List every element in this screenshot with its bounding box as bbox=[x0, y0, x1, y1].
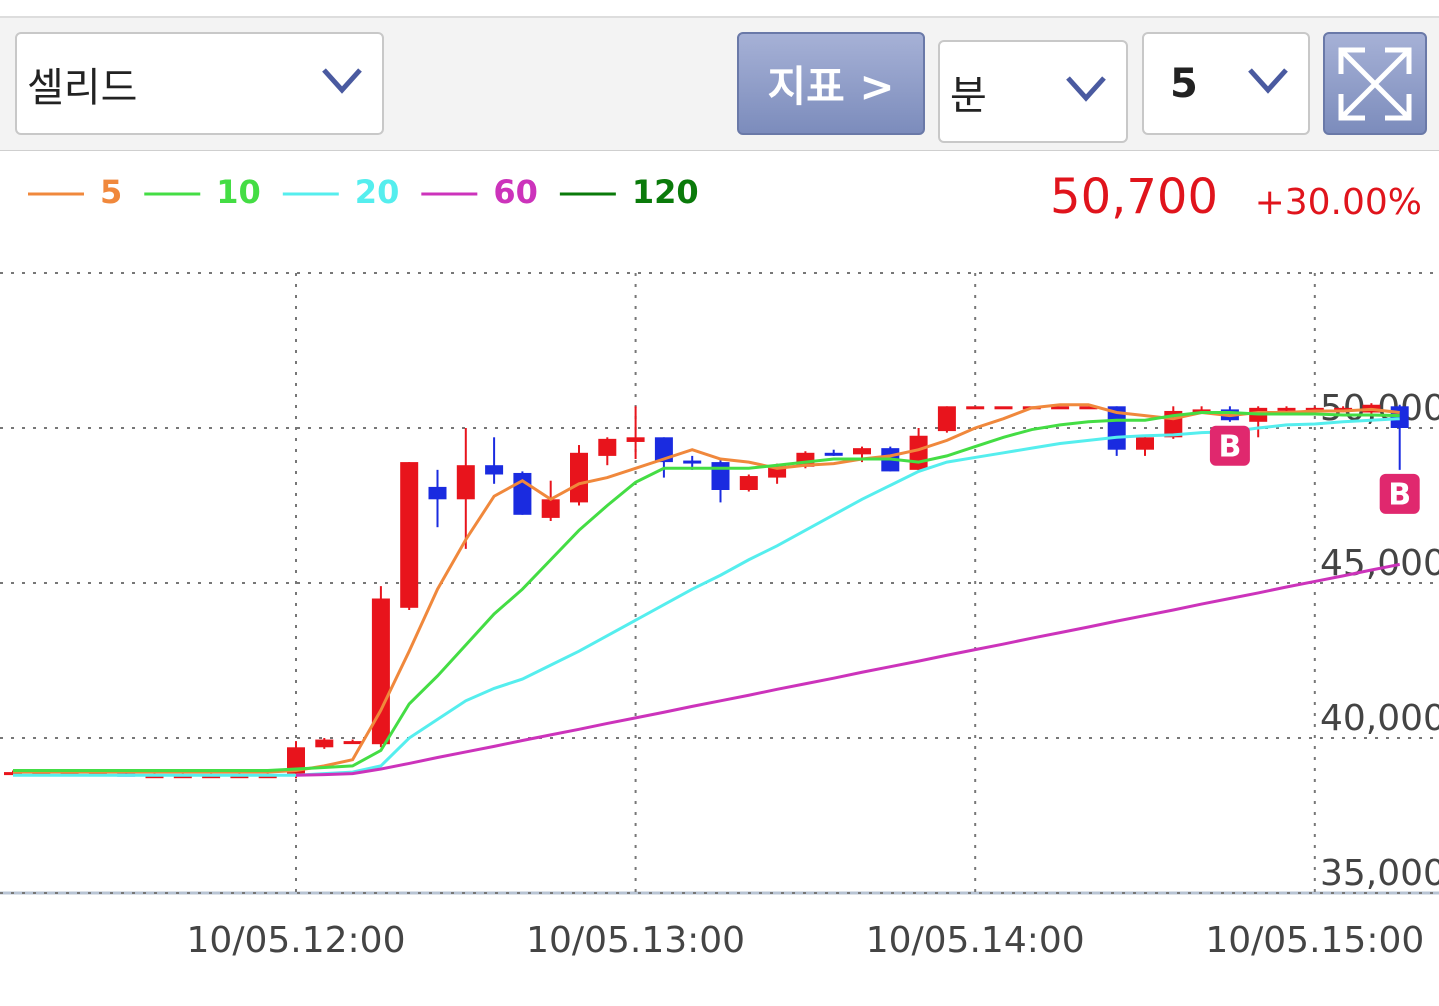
candle-body bbox=[400, 462, 419, 608]
candle-body bbox=[1079, 406, 1098, 410]
legend-label: 20 bbox=[355, 173, 400, 211]
candle-body bbox=[1051, 406, 1070, 410]
signal-badge bbox=[1209, 425, 1250, 466]
candle-body bbox=[1334, 407, 1353, 411]
legend-label: 60 bbox=[493, 173, 538, 211]
expand-button[interactable] bbox=[1323, 32, 1427, 135]
candle-body bbox=[853, 448, 871, 455]
signal-label: B bbox=[1218, 429, 1241, 464]
chart: 50,700 +30.00% 5 10 20 60 12035,00040,00045,… bbox=[0, 169, 1439, 961]
candle-body bbox=[711, 462, 730, 490]
current-price: 50,700 bbox=[1050, 169, 1218, 225]
x-tick-label: 10/05.14:00 bbox=[866, 920, 1085, 961]
interval-label: 5 bbox=[1170, 60, 1198, 107]
unit-select[interactable]: 분 bbox=[938, 40, 1128, 143]
indicator-label: 지표 > bbox=[767, 62, 895, 111]
candle-body bbox=[654, 437, 673, 463]
stock-select[interactable]: 셀리드 bbox=[15, 32, 384, 135]
ma-line bbox=[13, 417, 1400, 777]
chevron bbox=[1248, 68, 1288, 94]
signal-badge bbox=[1379, 473, 1420, 514]
top-strip bbox=[0, 0, 1439, 18]
candle-body bbox=[428, 486, 447, 500]
y-tick-label: 40,000 bbox=[1320, 698, 1439, 739]
candle-body bbox=[626, 437, 645, 442]
ma-line bbox=[13, 411, 1400, 773]
candle-body bbox=[456, 465, 475, 500]
candle-body bbox=[343, 741, 362, 745]
candle-body bbox=[937, 406, 956, 432]
legend-label: 120 bbox=[632, 173, 699, 211]
candle-body bbox=[1390, 406, 1409, 428]
change-rate: +30.00% bbox=[1255, 182, 1422, 223]
stock-name: 셀리드 bbox=[27, 64, 138, 111]
candle-body bbox=[1277, 407, 1296, 411]
indicator-button[interactable]: 지표 > bbox=[737, 32, 925, 135]
candle-body bbox=[1192, 409, 1211, 413]
candle-body bbox=[598, 438, 617, 456]
candle-body bbox=[1136, 437, 1154, 450]
toolbar: 셀리드 지표 > 분 5 bbox=[0, 0, 1439, 151]
ma-line bbox=[13, 403, 1400, 774]
candle-body bbox=[485, 465, 504, 475]
ma-line bbox=[295, 562, 1400, 777]
candle-body bbox=[683, 460, 702, 464]
candle-body bbox=[371, 598, 390, 745]
candle-body bbox=[994, 406, 1013, 410]
candle-body bbox=[541, 499, 560, 518]
legend-label: 10 bbox=[216, 173, 261, 211]
candle-body bbox=[315, 739, 334, 748]
chevron bbox=[1066, 76, 1106, 102]
candle-body bbox=[287, 747, 305, 774]
interval-select[interactable]: 5 bbox=[1142, 32, 1310, 135]
x-tick-label: 10/05.13:00 bbox=[526, 920, 745, 961]
candle-body bbox=[570, 452, 588, 503]
x-tick-label: 10/05.15:00 bbox=[1205, 920, 1424, 961]
unit-label: 분 bbox=[950, 72, 987, 119]
chevron bbox=[322, 68, 362, 94]
signal-label: B bbox=[1388, 477, 1411, 512]
candle-body bbox=[966, 406, 985, 410]
expand-icon bbox=[1338, 47, 1412, 120]
candle-body bbox=[739, 476, 758, 490]
candle-body bbox=[909, 435, 928, 470]
legend-label: 5 bbox=[100, 173, 122, 211]
y-tick-label: 35,000 bbox=[1320, 853, 1439, 894]
x-tick-label: 10/05.12:00 bbox=[187, 920, 406, 961]
candle-body bbox=[824, 452, 843, 456]
